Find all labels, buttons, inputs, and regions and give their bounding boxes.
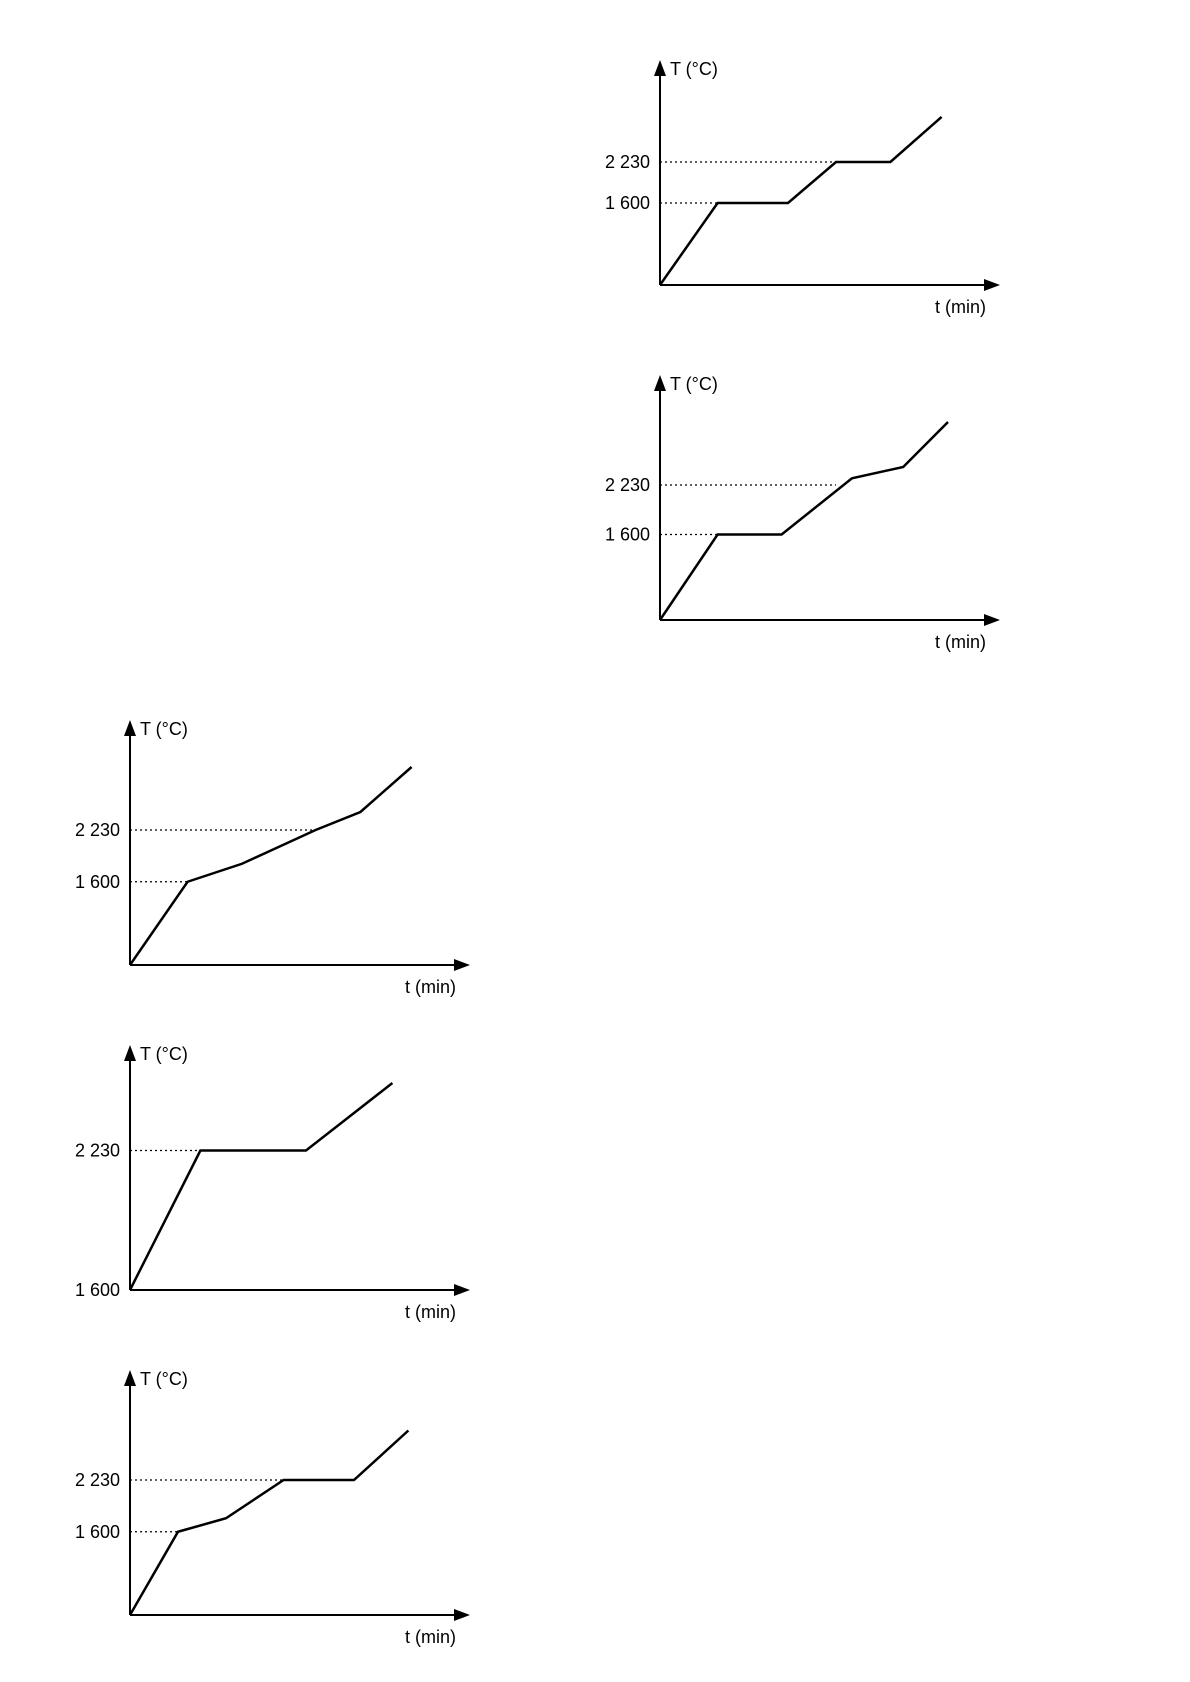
- y-tick-label: 1 600: [75, 1280, 120, 1300]
- y-tick-label: 1 600: [605, 193, 650, 213]
- y-tick-label: 1 600: [75, 872, 120, 892]
- y-tick-label: 1 600: [605, 525, 650, 545]
- y-axis-label: T (°C): [670, 59, 718, 79]
- chart-d: 2 230 1 600 T (°C) t (min): [35, 1040, 475, 1340]
- chart-a: 2 230 1 600 T (°C) t (min): [565, 55, 1005, 335]
- y-tick-label: 2 230: [75, 1141, 120, 1161]
- y-tick-label: 1 600: [75, 1522, 120, 1542]
- chart-c: 2 230 1 600 T (°C) t (min): [35, 715, 475, 1015]
- y-axis-label: T (°C): [140, 1369, 188, 1389]
- y-axis-label: T (°C): [140, 719, 188, 739]
- y-tick-label: 2 230: [605, 152, 650, 172]
- y-tick-label: 2 230: [605, 475, 650, 495]
- x-axis-label: t (min): [405, 1627, 456, 1647]
- y-tick-label: 2 230: [75, 820, 120, 840]
- x-axis-label: t (min): [405, 977, 456, 997]
- chart-b: 2 230 1 600 T (°C) t (min): [565, 370, 1005, 670]
- x-axis-label: t (min): [935, 632, 986, 652]
- y-axis-label: T (°C): [670, 374, 718, 394]
- x-axis-label: t (min): [935, 297, 986, 317]
- y-tick-label: 2 230: [75, 1470, 120, 1490]
- y-axis-label: T (°C): [140, 1044, 188, 1064]
- x-axis-label: t (min): [405, 1302, 456, 1322]
- chart-e: 2 230 1 600 T (°C) t (min): [35, 1365, 475, 1665]
